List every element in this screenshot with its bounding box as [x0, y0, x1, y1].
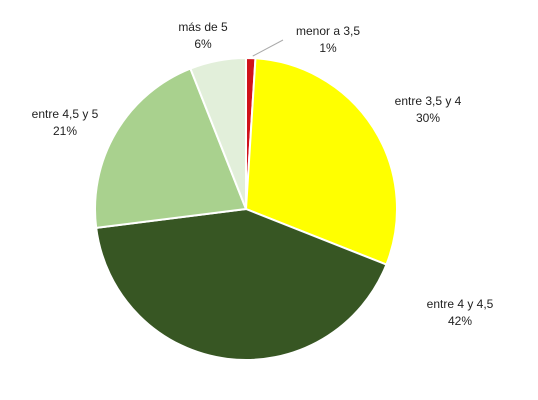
slice-category-label: menor a 3,5	[296, 24, 360, 38]
slice-category-label: entre 4,5 y 5	[32, 107, 99, 121]
pie-slice	[95, 207, 388, 361]
slice-value-label: 21%	[53, 124, 77, 138]
pie-slice	[189, 56, 247, 210]
pie-slice	[244, 57, 398, 266]
slice-category-label: entre 4 y 4,5	[427, 297, 494, 311]
slice-category-label: entre 3,5 y 4	[395, 94, 462, 108]
leader-line	[252, 39, 284, 57]
slice-value-label: 6%	[194, 37, 212, 51]
slice-value-label: 30%	[416, 111, 440, 125]
pie-slice	[94, 67, 248, 230]
slice-category-label: más de 5	[178, 20, 228, 34]
slice-value-label: 42%	[448, 314, 472, 328]
slice-value-label: 1%	[319, 41, 337, 55]
